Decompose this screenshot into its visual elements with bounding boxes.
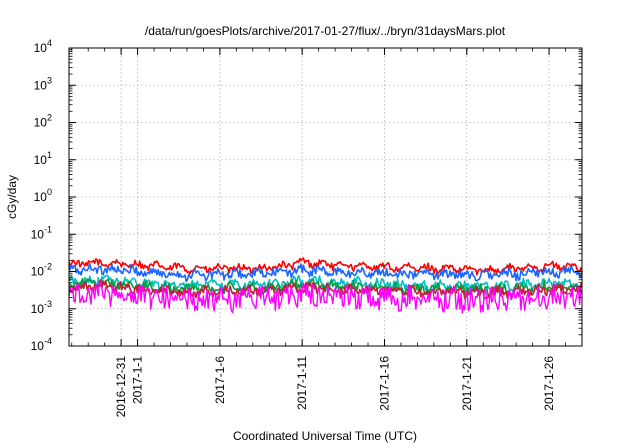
series-line [68, 279, 583, 314]
series-line [68, 262, 583, 283]
x-tick-label: 2016-12-31 [114, 356, 128, 418]
series-line [68, 257, 583, 276]
y-tick-label: 10-1 [31, 224, 52, 241]
series-layer [68, 257, 583, 314]
x-axis: 2016-12-31 2017-1-1 2017-1-6 2017-1-11 2017-… [71, 48, 583, 418]
y-tick-label: 10-4 [31, 336, 52, 353]
y-tick-exponent: 4 [47, 38, 52, 48]
y-tick-label: 10-3 [31, 299, 52, 316]
y-tick-exponent: 0 [47, 187, 52, 197]
y-tick-exponent: -3 [44, 299, 52, 309]
y-tick-exponent: -2 [44, 262, 52, 272]
x-tick-label: 2017-1-6 [213, 356, 227, 404]
y-tick-exponent: 3 [47, 75, 52, 85]
y-tick-label: 10-2 [31, 262, 52, 279]
y-tick-exponent: -4 [44, 336, 52, 346]
y-tick-exponent: 1 [47, 150, 52, 160]
y-tick-exponent: -1 [44, 224, 52, 234]
y-tick-label: 103 [34, 75, 52, 92]
x-axis-label: Coordinated Universal Time (UTC) [233, 429, 417, 443]
y-tick-exponent: 2 [47, 113, 52, 123]
y-tick-label: 104 [34, 38, 52, 55]
y-tick-label: 101 [34, 150, 52, 167]
series-line [68, 278, 583, 300]
y-tick-label: 102 [34, 113, 52, 130]
y-tick-label: 100 [34, 187, 52, 204]
x-tick-label: 2017-1-21 [460, 356, 474, 411]
x-tick-label: 2017-1-1 [131, 356, 145, 404]
x-tick-label: 2017-1-26 [542, 356, 556, 411]
y-axis-label: cGy/day [5, 175, 19, 219]
x-tick-label: 2017-1-11 [295, 356, 309, 410]
chart-title: /data/run/goesPlots/archive/2017-01-27/f… [145, 24, 506, 38]
x-tick-label: 2017-1-16 [377, 356, 391, 411]
